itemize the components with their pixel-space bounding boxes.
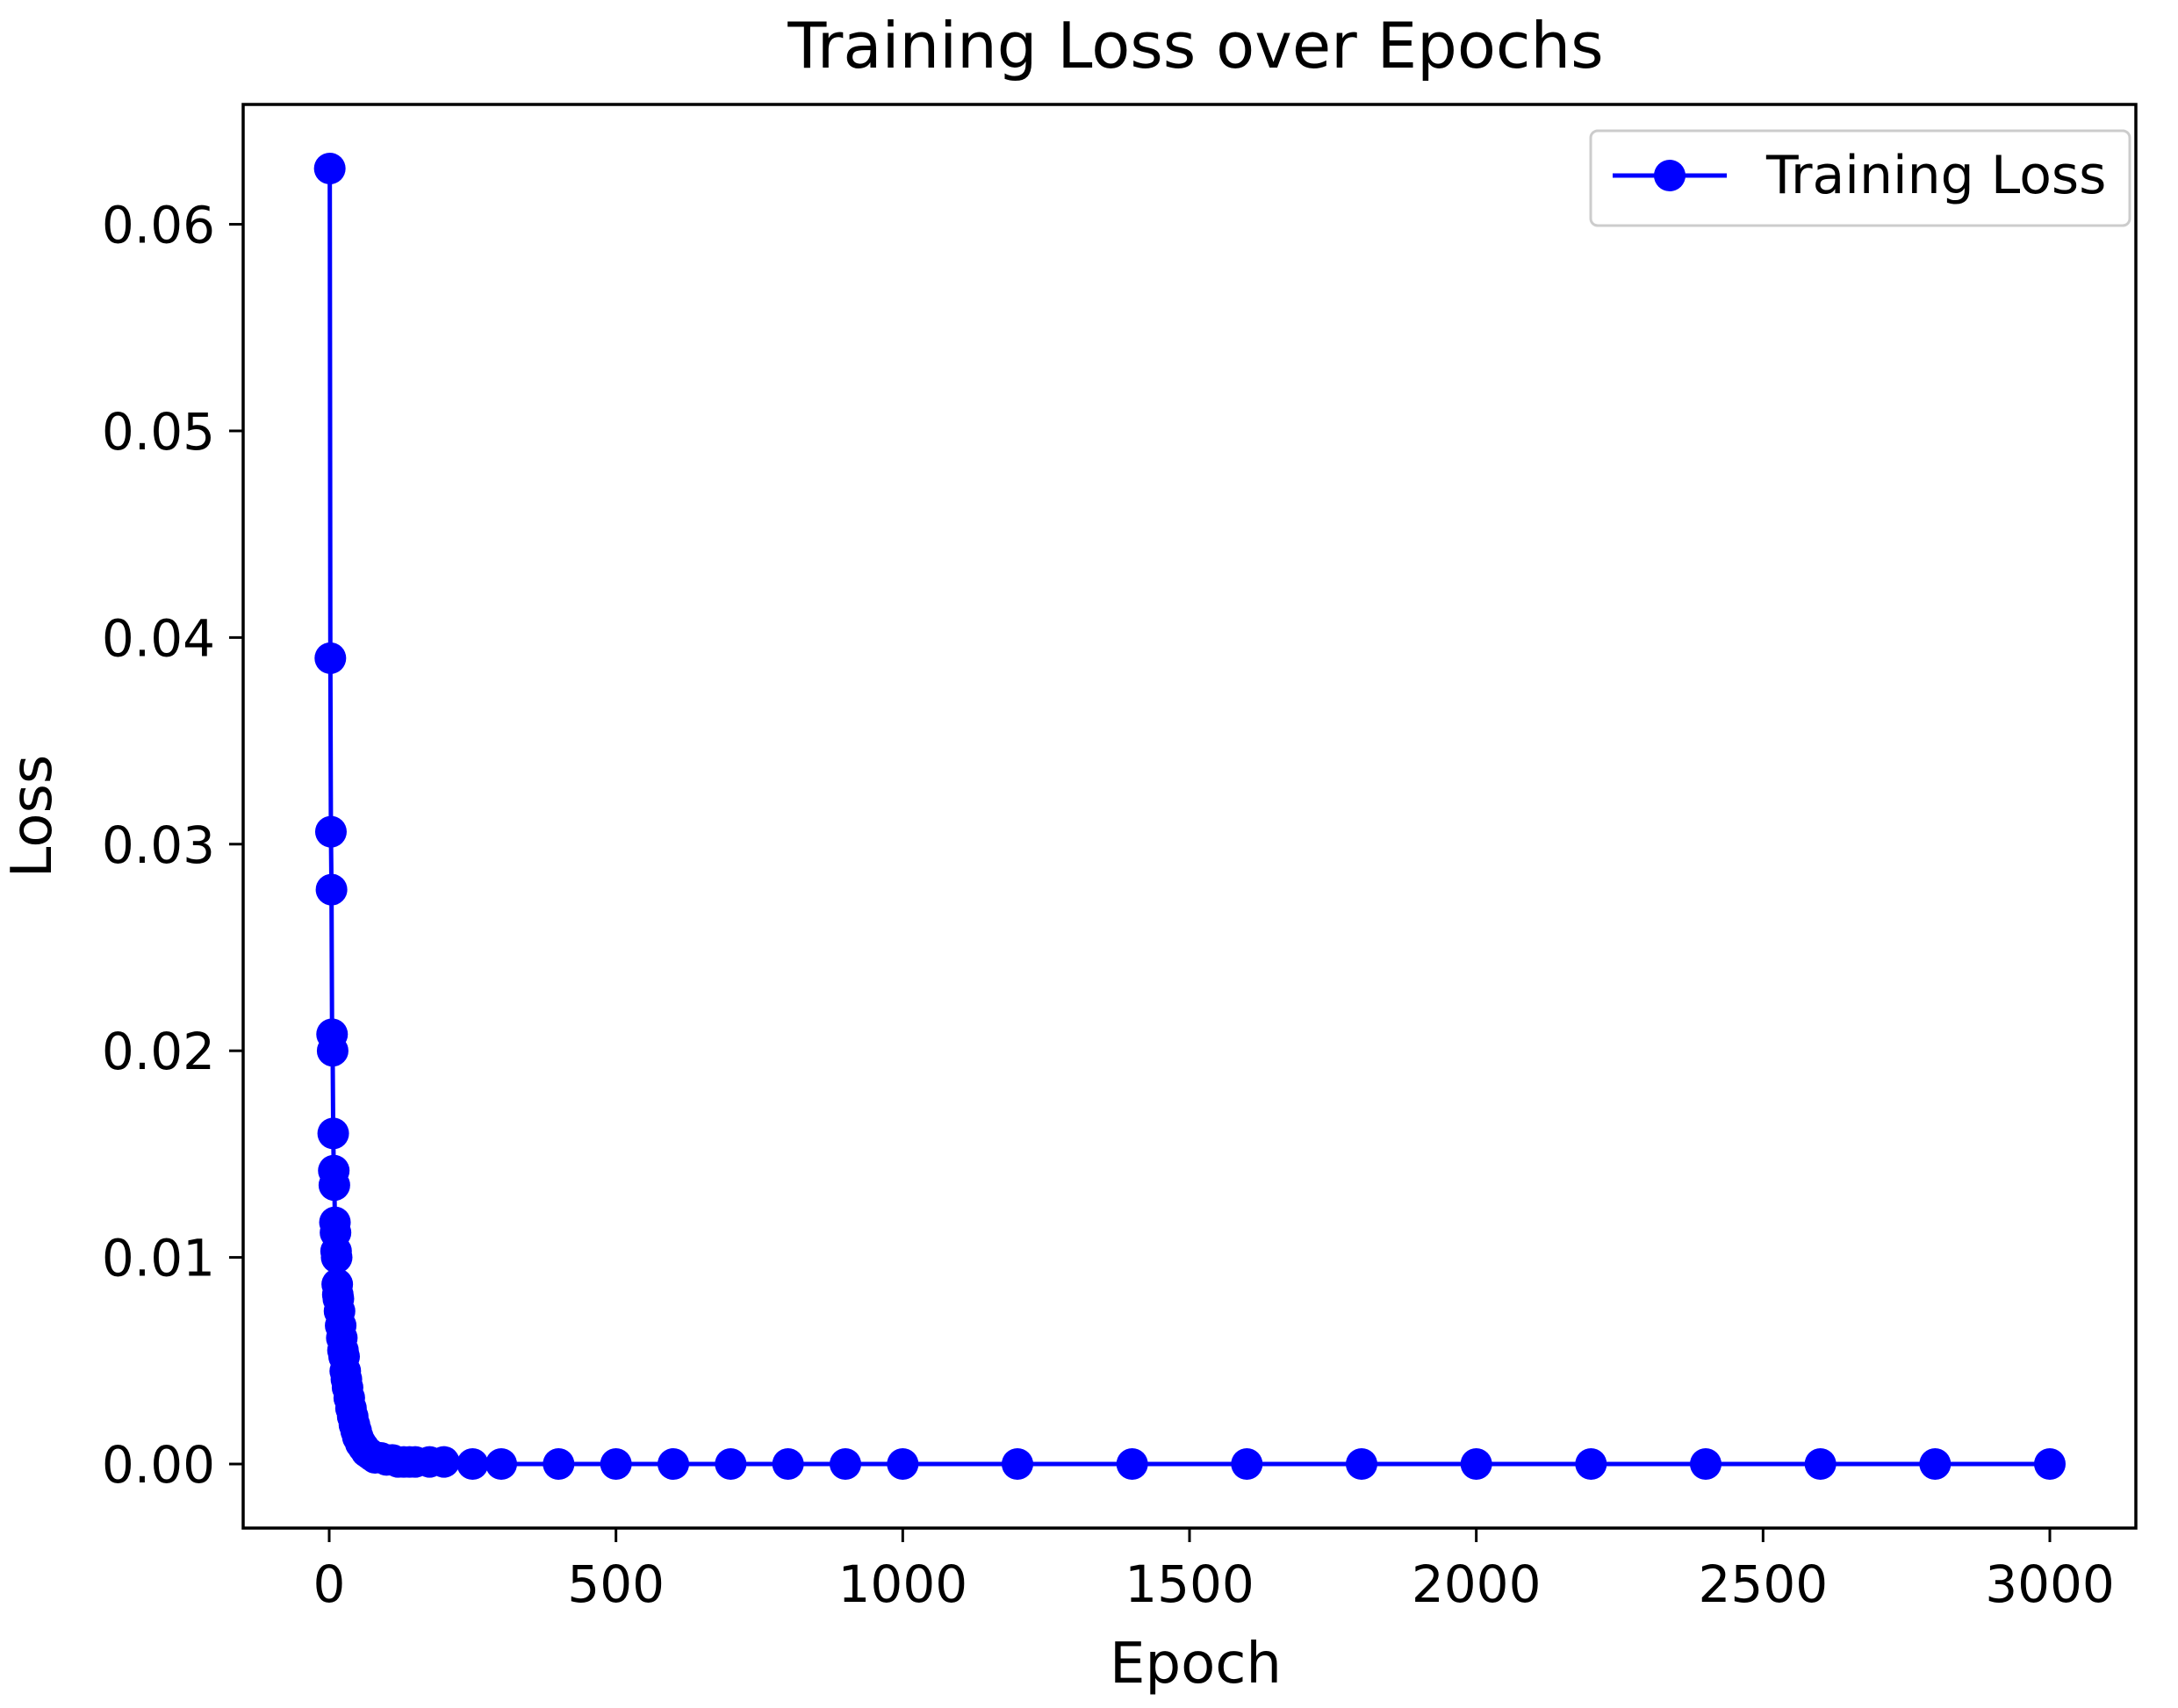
data-point	[1919, 1448, 1952, 1481]
data-point	[314, 642, 347, 674]
y-tick-label: 0.01	[102, 1229, 215, 1288]
y-axis-title: Loss	[0, 755, 65, 878]
data-point	[320, 1241, 353, 1274]
data-point	[830, 1448, 861, 1481]
data-point	[1460, 1448, 1492, 1481]
data-point	[317, 1117, 349, 1150]
x-tick-label: 1000	[838, 1554, 968, 1614]
data-point	[2034, 1448, 2066, 1481]
data-point	[1116, 1448, 1148, 1481]
data-point	[1346, 1448, 1377, 1481]
x-axis: 0 500 1000 1500 2000 2500 3000	[313, 1528, 2115, 1614]
data-point	[543, 1448, 575, 1481]
data-point	[314, 815, 347, 848]
data-point	[1002, 1448, 1033, 1481]
x-tick-label: 0	[313, 1554, 346, 1614]
data-point	[316, 1035, 349, 1067]
data-point	[428, 1446, 460, 1478]
legend-label: Training Loss	[1765, 145, 2106, 206]
data-point	[600, 1448, 632, 1481]
y-tick-label: 0.04	[102, 608, 215, 668]
y-tick-label: 0.02	[102, 1022, 215, 1081]
chart-title: Training Loss over Epochs	[787, 9, 1603, 83]
data-point	[315, 873, 348, 906]
legend-marker	[1654, 160, 1686, 191]
x-tick-label: 1500	[1125, 1554, 1254, 1614]
data-point	[1231, 1448, 1263, 1481]
x-tick-label: 500	[567, 1554, 665, 1614]
y-tick-label: 0.06	[102, 196, 215, 255]
x-tick-label: 3000	[1985, 1554, 2115, 1614]
x-axis-title: Epoch	[1110, 1632, 1282, 1697]
data-point	[1804, 1448, 1837, 1481]
data-point	[456, 1448, 489, 1481]
legend-box	[1589, 129, 2131, 227]
data-point	[715, 1448, 747, 1481]
x-tick-label: 2500	[1699, 1554, 1829, 1614]
data-point	[658, 1448, 689, 1481]
y-axis: 0.00 0.01 0.02 0.03 0.04 0.05 0.06	[102, 196, 243, 1495]
legend: Training Loss	[1589, 129, 2131, 227]
data-point	[1575, 1448, 1607, 1481]
data-point	[318, 1169, 350, 1202]
data-point	[485, 1448, 517, 1481]
series-layer	[313, 152, 2066, 1481]
y-tick-label: 0.00	[102, 1435, 215, 1495]
data-point	[1690, 1448, 1722, 1481]
data-point	[887, 1448, 919, 1481]
y-tick-label: 0.03	[102, 815, 215, 875]
data-point	[313, 152, 346, 184]
y-tick-label: 0.05	[102, 402, 215, 462]
data-point	[772, 1448, 804, 1481]
x-tick-label: 2000	[1412, 1554, 1542, 1614]
